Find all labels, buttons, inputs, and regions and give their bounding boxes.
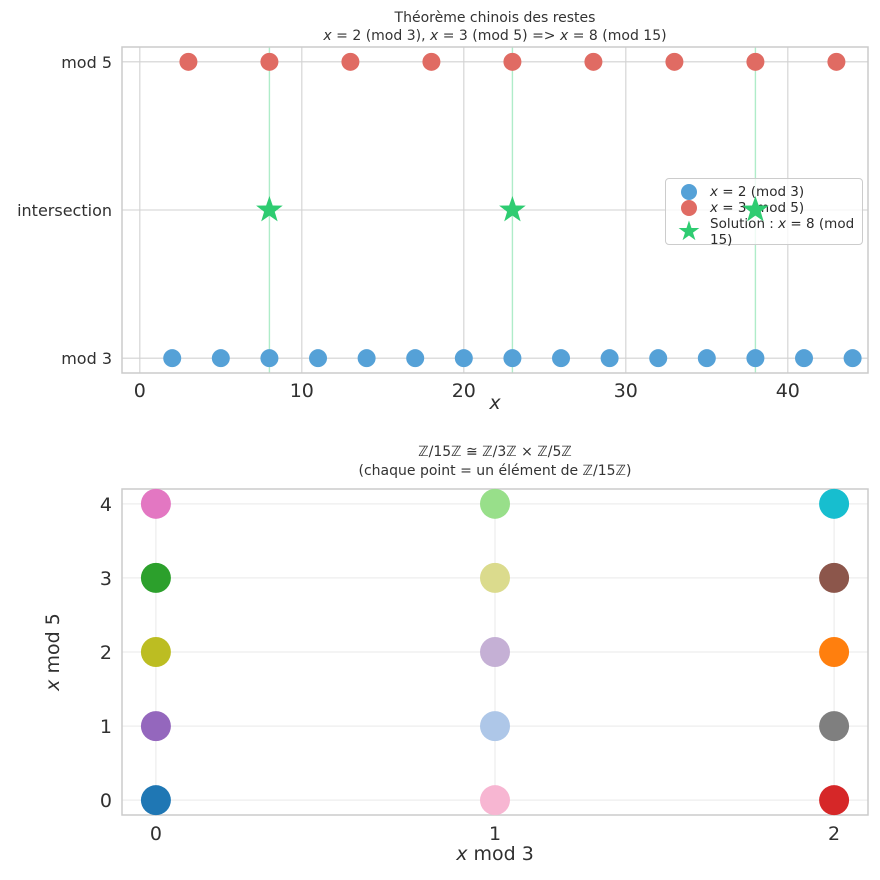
top-y-tick-label: mod 5 [61, 53, 112, 72]
top-axes-frame [121, 46, 869, 374]
top-x-tick-label: 40 [776, 380, 800, 402]
legend-marker-blue-circle [681, 184, 697, 200]
z15-element-dot [140, 637, 171, 667]
bottom-y-tick-label: 4 [100, 494, 112, 516]
crt-chart-xlabel: x [489, 392, 501, 414]
z15-element-dot [819, 711, 850, 742]
mod3-dot [600, 349, 619, 368]
mod3-dot [211, 349, 230, 368]
legend-marker-red-circle [681, 200, 697, 216]
crt-chart-subtitle: x = 2 (mod 3), x = 3 (mod 5) => x = 8 (m… [323, 28, 667, 44]
z15-element-dot [140, 562, 171, 593]
mod5-dot [260, 52, 279, 71]
top-x-tick-label: 20 [452, 380, 476, 402]
z15-element-dot [140, 785, 171, 816]
z15-element-dot [819, 562, 850, 593]
mod3-dot [697, 349, 716, 368]
solution-star [742, 196, 769, 222]
mod5-dot [746, 52, 765, 71]
top-x-tick-label: 30 [614, 380, 638, 402]
mod3-dot [795, 349, 814, 368]
z15-element-dot [480, 562, 510, 593]
mod3-dot [649, 349, 668, 368]
z15-element-dot [480, 637, 510, 667]
z15-element-dot [140, 488, 171, 519]
mod5-dot [584, 52, 603, 71]
mod3-dot [260, 349, 279, 368]
z15-element-dot [819, 785, 850, 816]
z15-chart-subtitle: (chaque point = un élément de ℤ/15ℤ) [358, 463, 632, 479]
mod3-dot [552, 349, 571, 368]
z15-element-dot [819, 488, 850, 519]
top-x-tick-label: 10 [290, 380, 314, 402]
mod3-dot [309, 349, 328, 368]
bottom-y-tick-label: 3 [100, 568, 112, 590]
solution-star [256, 196, 283, 222]
mod5-dot [503, 52, 522, 71]
mod5-dot [827, 52, 846, 71]
mod3-dot [746, 349, 765, 368]
bottom-x-tick-label: 2 [828, 823, 840, 845]
bottom-x-tick-label: 0 [150, 823, 162, 845]
mod3-dot [503, 349, 522, 368]
bottom-x-tick-label: 1 [489, 823, 501, 845]
z15-chart-xlabel: x mod 3 [456, 843, 534, 865]
mod5-dot [665, 52, 684, 71]
bottom-y-tick-label: 1 [100, 716, 112, 738]
crt-chart-title: Théorème chinois des restes [394, 10, 596, 26]
z15-element-dot [480, 785, 510, 816]
legend-item-mod3: x = 2 (mod 3) [675, 184, 856, 200]
mod3-dot [163, 349, 182, 368]
mod5-dot [422, 52, 441, 71]
z15-element-dot [480, 488, 510, 519]
z15-chart-title: ℤ/15ℤ ≅ ℤ/3ℤ × ℤ/5ℤ [418, 444, 572, 460]
z15-element-dot [140, 711, 171, 742]
z15-element-dot [819, 637, 850, 667]
solution-star [499, 196, 526, 222]
top-x-tick-label: 0 [134, 380, 146, 402]
top-y-tick-label: intersection [17, 201, 112, 220]
legend-label-solution: Solution : x = 8 (mod 15) [710, 216, 855, 248]
z15-element-dot [480, 711, 510, 742]
bottom-y-tick-label: 0 [100, 790, 112, 812]
mod3-dot [357, 349, 376, 368]
mod5-dot [341, 52, 360, 71]
bottom-y-tick-label: 2 [100, 642, 112, 664]
mod3-dot [454, 349, 473, 368]
mod3-dot [406, 349, 425, 368]
mod3-dot [843, 349, 862, 368]
legend-label-mod3: x = 2 (mod 3) [710, 184, 805, 200]
top-y-tick-label: mod 3 [61, 349, 112, 368]
mod5-dot [179, 52, 198, 71]
legend-item-solution: ★ Solution : x = 8 (mod 15) [675, 216, 856, 248]
z15-chart-ylabel: x mod 5 [42, 613, 64, 691]
